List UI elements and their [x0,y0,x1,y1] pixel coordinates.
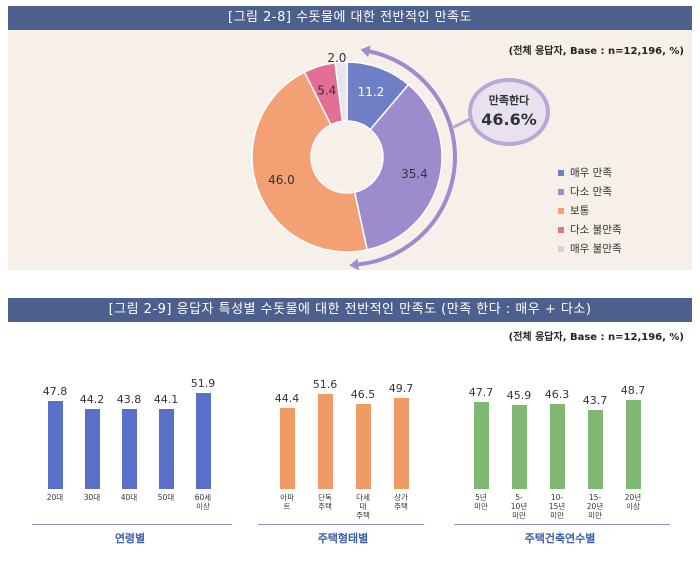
donut-value-label-3: 46.0 [268,173,295,187]
legend-item: 보통 [558,203,589,218]
bar [512,405,527,489]
satisfied-arc-arrowhead [360,45,371,58]
bar-value-label: 43.8 [116,393,142,407]
bar [394,397,409,489]
figure2-title: [그림 2-9] 응답자 특성별 수돗물에 대한 전반적인 만족도 (만족 한다… [8,298,692,322]
bar [85,408,100,489]
bar-value-label: 43.7 [582,393,608,407]
bar-value-label: 46.3 [544,388,570,402]
group-label: 연령별 [114,532,146,545]
figure1-title: [그림 2-8] 수돗물에 대한 전반적인 만족도 [8,6,692,30]
donut-value-label-5: 2.0 [327,51,346,65]
bar-category-label: 15- 20년 미만 [586,493,604,520]
bar-value-label: 47.8 [42,385,68,399]
legend-item: 다소 만족 [558,184,612,199]
bar-category-label: 5년 미만 [474,493,488,511]
legend-item: 매우 불만족 [558,241,622,256]
bar-category-label: 단독 주택 [318,493,332,511]
group-label: 주택형태별 [317,532,369,545]
bar [159,408,174,489]
bar [474,401,489,489]
bar-category-label: 아파 트 [280,493,294,511]
legend-swatch [558,245,564,252]
group-divider [258,524,424,525]
bar-value-label: 45.9 [506,389,532,403]
bar-category-label: 20대 [46,493,64,502]
bar-category-label: 10- 15년 미만 [548,493,566,520]
donut-slice-2 [353,83,443,251]
bar-value-label: 46.5 [350,388,376,401]
legend-label: 보통 [570,205,590,217]
donut-value-label-1: 11.2 [358,85,385,99]
bar-value-label: 44.1 [153,392,179,406]
legend-item: 매우 만족 [558,165,612,180]
bubble-label: 만족한다 [488,94,530,107]
bar [48,401,63,489]
bar [550,404,565,489]
bar-value-label: 44.2 [79,392,105,406]
bar [356,404,371,489]
donut-value-label-2: 35.4 [401,167,428,181]
bar-value-label: 47.7 [468,385,494,399]
satisfied-arc [358,49,457,267]
bar [318,393,333,489]
bar [280,408,295,489]
group-label: 주택건축연수별 [524,532,596,545]
legend-label: 다소 불만족 [570,224,622,236]
group-divider [32,524,232,525]
bar-category-label: 30대 [83,493,101,502]
donut-slice-5 [334,61,348,123]
figure1-base-note: (전체 응답자, Base : n=12,196, %) [508,46,684,57]
legend-label: 다소 만족 [570,186,612,198]
bar [196,393,211,489]
bar-category-label: 50대 [157,493,175,502]
satisfied-arc-arrowhead [349,258,359,271]
figure2-base-note: (전체 응답자, Base : n=12,196, %) [508,332,684,343]
bubble-value: 46.6% [481,110,537,129]
bar [626,399,641,489]
bar-category-label: 다세 대 주택 [356,493,370,520]
bar [122,409,137,489]
bar-value-label: 51.9 [190,377,216,391]
bar [588,409,603,489]
bar-category-label: 20년 이상 [624,493,642,511]
bar-category-label: 상가 주택 [394,493,408,511]
legend-swatch [558,226,564,233]
legend-swatch [558,188,564,195]
legend-swatch [558,169,564,176]
satisfied-bubble: 만족한다 46.6% [468,78,550,146]
bar-value-label: 48.7 [620,383,646,397]
bar-category-label: 60세 이상 [194,493,212,511]
legend-label: 매우 만족 [570,167,612,179]
bar-category-label: 40대 [120,493,138,502]
legend-label: 매우 불만족 [570,243,622,255]
donut-chart: 11.2 35.4 46.0 5.4 2.0 [251,45,473,271]
bar-category-label: 5- 10년 미만 [510,493,528,520]
legend-swatch [558,207,564,214]
donut-value-label-4: 5.4 [317,84,336,98]
donut-slice-3 [251,71,369,253]
bar-value-label: 51.6 [312,377,338,391]
bar-value-label: 49.7 [388,381,414,395]
group-divider [454,524,670,525]
legend-item: 다소 불만족 [558,222,622,237]
bar-value-label: 44.4 [274,392,300,406]
